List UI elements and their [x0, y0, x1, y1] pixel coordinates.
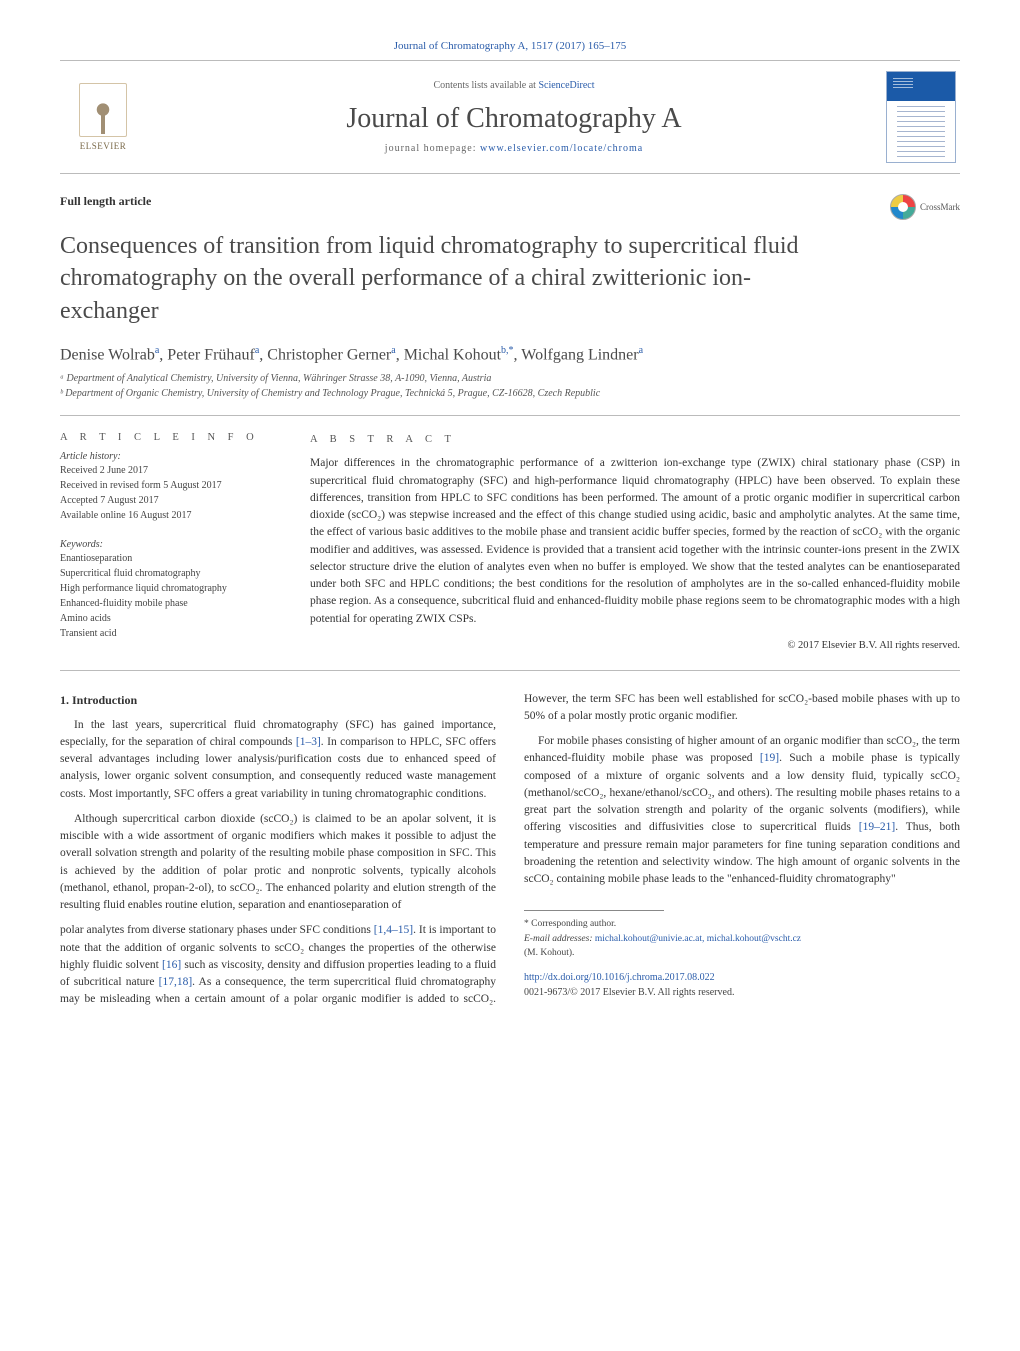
body-columns: 1. Introduction In the last years, super…	[60, 691, 960, 1009]
crossmark-icon	[890, 194, 916, 220]
corresponding-author: * Corresponding author.	[524, 917, 960, 931]
article-title: Consequences of transition from liquid c…	[60, 230, 820, 327]
abstract: A B S T R A C T Major differences in the…	[310, 432, 960, 654]
issn-line: 0021-9673/© 2017 Elsevier B.V. All right…	[524, 987, 734, 998]
citation-ref[interactable]: [19–21]	[859, 821, 895, 833]
contents-bar: ELSEVIER Contents lists available at Sci…	[60, 60, 960, 174]
sciencedirect-link[interactable]: ScienceDirect	[538, 80, 594, 91]
divider-top	[60, 415, 960, 416]
history-list: Received 2 June 2017Received in revised …	[60, 464, 280, 523]
contents-available-text: Contents lists available at	[433, 80, 538, 91]
keywords-list: EnantioseparationSupercritical fluid chr…	[60, 552, 280, 641]
body-paragraph: Although supercritical carbon dioxide (s…	[60, 811, 496, 915]
homepage-label: journal homepage:	[385, 143, 480, 154]
authors: Denise Wolraba, Peter Frühaufa, Christop…	[60, 345, 960, 364]
section-heading-intro: 1. Introduction	[60, 691, 496, 709]
email-link[interactable]: michal.kohout@univie.ac.at, michal.kohou…	[595, 934, 801, 944]
journal-homepage: journal homepage: www.elsevier.com/locat…	[142, 143, 886, 154]
keyword: Enhanced-fluidity mobile phase	[60, 597, 280, 611]
abstract-copyright: © 2017 Elsevier B.V. All rights reserved…	[310, 638, 960, 654]
corresponding-text: * Corresponding author.	[524, 917, 616, 931]
journal-cover-thumb	[886, 71, 956, 163]
keyword: High performance liquid chromatography	[60, 582, 280, 596]
doi-link[interactable]: http://dx.doi.org/10.1016/j.chroma.2017.…	[524, 972, 715, 983]
citation-ref[interactable]: [17,18]	[159, 976, 193, 988]
abstract-heading: A B S T R A C T	[310, 432, 960, 448]
citation-ref[interactable]: [19]	[760, 752, 779, 764]
history-label: Article history:	[60, 451, 280, 462]
elsevier-logo: ELSEVIER	[64, 75, 142, 159]
body-paragraph: For mobile phases consisting of higher a…	[524, 733, 960, 888]
doi-box: http://dx.doi.org/10.1016/j.chroma.2017.…	[524, 970, 960, 1000]
footer-block: * Corresponding author. E-mail addresses…	[524, 910, 960, 1000]
abstract-text: Major differences in the chromatographic…	[310, 455, 960, 628]
citation-ref[interactable]: [1–3]	[296, 736, 321, 748]
keyword: Amino acids	[60, 612, 280, 626]
homepage-link[interactable]: www.elsevier.com/locate/chroma	[480, 143, 643, 154]
email-label: E-mail addresses:	[524, 934, 595, 944]
affiliation: ᵇ Department of Organic Chemistry, Unive…	[60, 388, 960, 399]
elsevier-tree-icon	[79, 83, 127, 137]
article-info-heading: A R T I C L E I N F O	[60, 432, 280, 443]
history-item: Received 2 June 2017	[60, 464, 280, 478]
keyword: Enantioseparation	[60, 552, 280, 566]
affiliation: ᵃ Department of Analytical Chemistry, Un…	[60, 373, 960, 384]
journal-citation: Journal of Chromatography A, 1517 (2017)…	[60, 40, 960, 52]
article-type: Full length article	[60, 194, 151, 209]
history-item: Available online 16 August 2017	[60, 509, 280, 523]
body-paragraph: In the last years, supercritical fluid c…	[60, 717, 496, 803]
citation-ref[interactable]: [1,4–15]	[374, 924, 413, 936]
footer-divider	[524, 910, 664, 911]
keyword: Supercritical fluid chromatography	[60, 567, 280, 581]
elsevier-name: ELSEVIER	[80, 141, 127, 151]
history-item: Received in revised form 5 August 2017	[60, 479, 280, 493]
citation-ref[interactable]: [16]	[162, 959, 181, 971]
crossmark-badge[interactable]: CrossMark	[890, 194, 960, 220]
email-line: E-mail addresses: michal.kohout@univie.a…	[524, 932, 960, 946]
email-author: (M. Kohout).	[524, 946, 960, 960]
affiliations: ᵃ Department of Analytical Chemistry, Un…	[60, 373, 960, 399]
contents-available: Contents lists available at ScienceDirec…	[142, 80, 886, 91]
keyword: Transient acid	[60, 627, 280, 641]
journal-name: Journal of Chromatography A	[142, 103, 886, 135]
history-item: Accepted 7 August 2017	[60, 494, 280, 508]
keywords-label: Keywords:	[60, 539, 280, 550]
crossmark-label: CrossMark	[920, 202, 960, 212]
article-type-row: Full length article CrossMark	[60, 194, 960, 220]
article-info: A R T I C L E I N F O Article history: R…	[60, 432, 280, 654]
divider-bottom	[60, 670, 960, 671]
contents-center: Contents lists available at ScienceDirec…	[142, 80, 886, 154]
info-abstract-row: A R T I C L E I N F O Article history: R…	[60, 432, 960, 654]
